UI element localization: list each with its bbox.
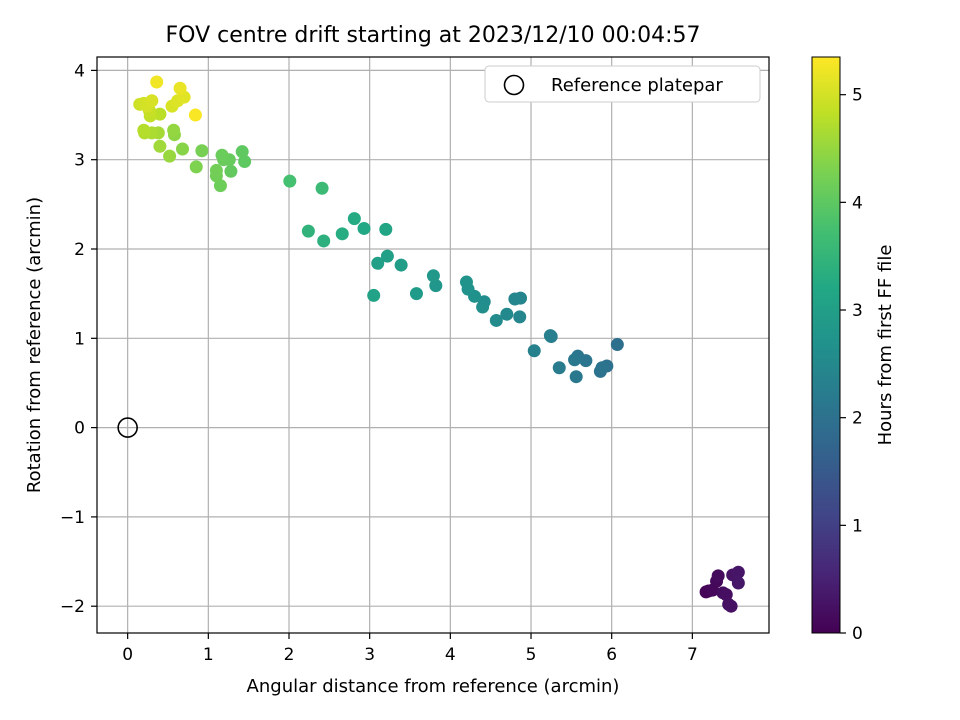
data-point xyxy=(508,292,522,306)
x-tick-label: 3 xyxy=(364,645,375,665)
y-tick-label: 1 xyxy=(74,329,85,349)
data-point xyxy=(595,361,609,375)
colorbar-label: Hours from first FF file xyxy=(875,245,896,446)
data-point xyxy=(150,75,164,89)
data-point xyxy=(489,313,503,327)
data-point xyxy=(315,181,329,195)
data-point xyxy=(459,275,473,289)
y-tick-label: 4 xyxy=(74,61,85,81)
data-point xyxy=(317,234,331,248)
data-point xyxy=(568,353,582,367)
data-point xyxy=(724,599,738,613)
data-point xyxy=(137,123,151,137)
data-point xyxy=(347,212,361,226)
data-point xyxy=(215,148,229,162)
reference-platepar-marker xyxy=(117,417,138,438)
data-point xyxy=(500,307,514,321)
data-point xyxy=(711,569,725,583)
data-point xyxy=(153,107,167,121)
y-tick-label: −2 xyxy=(60,597,85,617)
colorbar-gradient xyxy=(811,56,841,634)
data-point xyxy=(409,287,423,301)
chart-title: FOV centre drift starting at 2023/12/10 … xyxy=(166,23,701,48)
x-axis-ticks: 0 1 2 3 4 5 6 7 xyxy=(122,633,698,665)
data-point xyxy=(209,163,223,177)
data-point xyxy=(301,224,315,238)
data-point xyxy=(335,227,349,241)
legend-marker-icon xyxy=(503,74,525,96)
data-point xyxy=(224,164,238,178)
data-point xyxy=(167,123,181,137)
data-point xyxy=(569,370,583,384)
y-tick-label: −1 xyxy=(60,508,85,528)
data-point xyxy=(189,160,203,174)
data-point xyxy=(610,338,624,352)
data-point xyxy=(367,288,381,302)
colorbar-ticks: 0 1 2 3 4 5 xyxy=(840,86,863,644)
data-point xyxy=(513,310,527,324)
x-tick-label: 6 xyxy=(606,645,617,665)
y-tick-label: 2 xyxy=(74,240,85,260)
legend: Reference platepar xyxy=(484,65,761,103)
data-point xyxy=(719,588,733,602)
x-axis-label: Angular distance from reference (arcmin) xyxy=(247,676,620,697)
data-point xyxy=(380,249,394,263)
data-point xyxy=(188,108,202,122)
data-point xyxy=(426,269,440,283)
colorbar-tick-label: 0 xyxy=(852,624,863,644)
data-point xyxy=(357,221,371,235)
data-point xyxy=(283,174,297,188)
data-point xyxy=(552,361,566,375)
data-point xyxy=(238,154,252,168)
x-tick-label: 4 xyxy=(445,645,456,665)
x-tick-label: 0 xyxy=(122,645,133,665)
y-axis-ticks: −2 −1 0 1 2 3 4 xyxy=(60,61,97,617)
data-point xyxy=(235,145,249,159)
data-point xyxy=(394,258,408,272)
data-point xyxy=(429,279,443,293)
data-point xyxy=(176,142,190,156)
plot-frame xyxy=(96,56,770,634)
data-point xyxy=(195,144,209,158)
data-point xyxy=(731,576,745,590)
data-point xyxy=(379,222,393,236)
colorbar-tick-label: 2 xyxy=(852,409,863,429)
y-tick-label: 0 xyxy=(74,419,85,439)
legend-entry-reference-platepar: Reference platepar xyxy=(551,75,723,96)
data-point xyxy=(476,300,490,314)
x-tick-label: 2 xyxy=(284,645,295,665)
data-points xyxy=(133,75,745,613)
colorbar-tick-label: 3 xyxy=(852,301,863,321)
data-point xyxy=(543,329,557,343)
data-point xyxy=(213,179,227,193)
data-point xyxy=(145,94,159,108)
data-point xyxy=(153,139,167,153)
grid-lines xyxy=(97,57,769,633)
data-point xyxy=(527,344,541,358)
y-axis-label: Rotation from reference (arcmin) xyxy=(24,197,45,493)
colorbar-tick-label: 4 xyxy=(852,193,863,213)
data-point xyxy=(731,565,745,579)
data-point xyxy=(371,256,385,270)
legend-box xyxy=(484,65,761,103)
colorbar-tick-label: 1 xyxy=(852,516,863,536)
colorbar: 0 1 2 3 4 5 Hours from first FF file xyxy=(811,56,896,644)
data-point xyxy=(173,81,187,95)
x-tick-label: 1 xyxy=(203,645,214,665)
x-tick-label: 5 xyxy=(526,645,537,665)
x-tick-label: 7 xyxy=(687,645,698,665)
y-tick-label: 3 xyxy=(74,151,85,171)
colorbar-tick-label: 5 xyxy=(852,86,863,106)
data-point xyxy=(163,149,177,163)
